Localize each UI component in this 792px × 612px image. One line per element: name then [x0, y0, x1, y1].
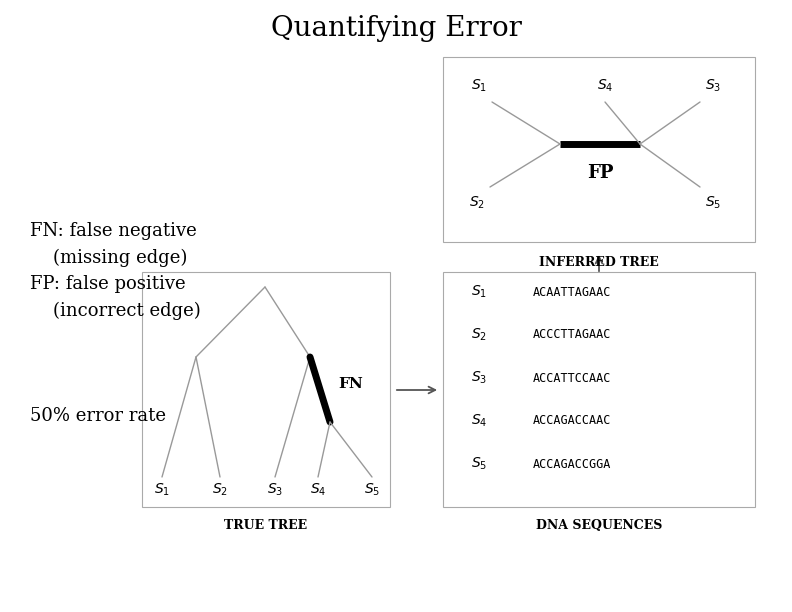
Text: $S_{1}$: $S_{1}$: [471, 284, 487, 300]
Text: $S_{5}$: $S_{5}$: [364, 482, 380, 498]
Text: $S_{5}$: $S_{5}$: [705, 195, 722, 211]
Text: $S_{4}$: $S_{4}$: [310, 482, 326, 498]
Bar: [443, 272, 755, 507]
Text: $S_{5}$: $S_{5}$: [471, 456, 487, 472]
Text: $S_{3}$: $S_{3}$: [705, 78, 722, 94]
Bar: [142, 272, 390, 507]
Text: $S_{1}$: $S_{1}$: [154, 482, 170, 498]
Bar: [443, 57, 755, 242]
Text: $S_{1}$: $S_{1}$: [471, 78, 487, 94]
Text: FN: FN: [338, 378, 363, 392]
Text: ACCAGACCGGA: ACCAGACCGGA: [533, 458, 611, 471]
Text: ACCATTCCAAC: ACCATTCCAAC: [533, 371, 611, 384]
Text: $S_{3}$: $S_{3}$: [471, 370, 487, 386]
Text: 50% error rate: 50% error rate: [30, 407, 166, 425]
Text: ACCCTTAGAAC: ACCCTTAGAAC: [533, 329, 611, 341]
Text: ACCAGACCAAC: ACCAGACCAAC: [533, 414, 611, 428]
Text: $S_{4}$: $S_{4}$: [597, 78, 613, 94]
Text: FP: FP: [587, 164, 613, 182]
Text: FN: false negative
    (missing edge)
FP: false positive
    (incorrect edge): FN: false negative (missing edge) FP: fa…: [30, 222, 200, 320]
Text: TRUE TREE: TRUE TREE: [224, 519, 307, 532]
Text: $S_{2}$: $S_{2}$: [469, 195, 485, 211]
Text: ACAATTAGAAC: ACAATTAGAAC: [533, 286, 611, 299]
Text: $S_{2}$: $S_{2}$: [471, 327, 487, 343]
Text: INFERRED TREE: INFERRED TREE: [539, 256, 659, 269]
Text: $S_{4}$: $S_{4}$: [471, 413, 487, 429]
Text: DNA SEQUENCES: DNA SEQUENCES: [536, 519, 662, 532]
Text: $S_{2}$: $S_{2}$: [212, 482, 228, 498]
Text: Quantifying Error: Quantifying Error: [271, 15, 521, 42]
Text: $S_{3}$: $S_{3}$: [267, 482, 283, 498]
